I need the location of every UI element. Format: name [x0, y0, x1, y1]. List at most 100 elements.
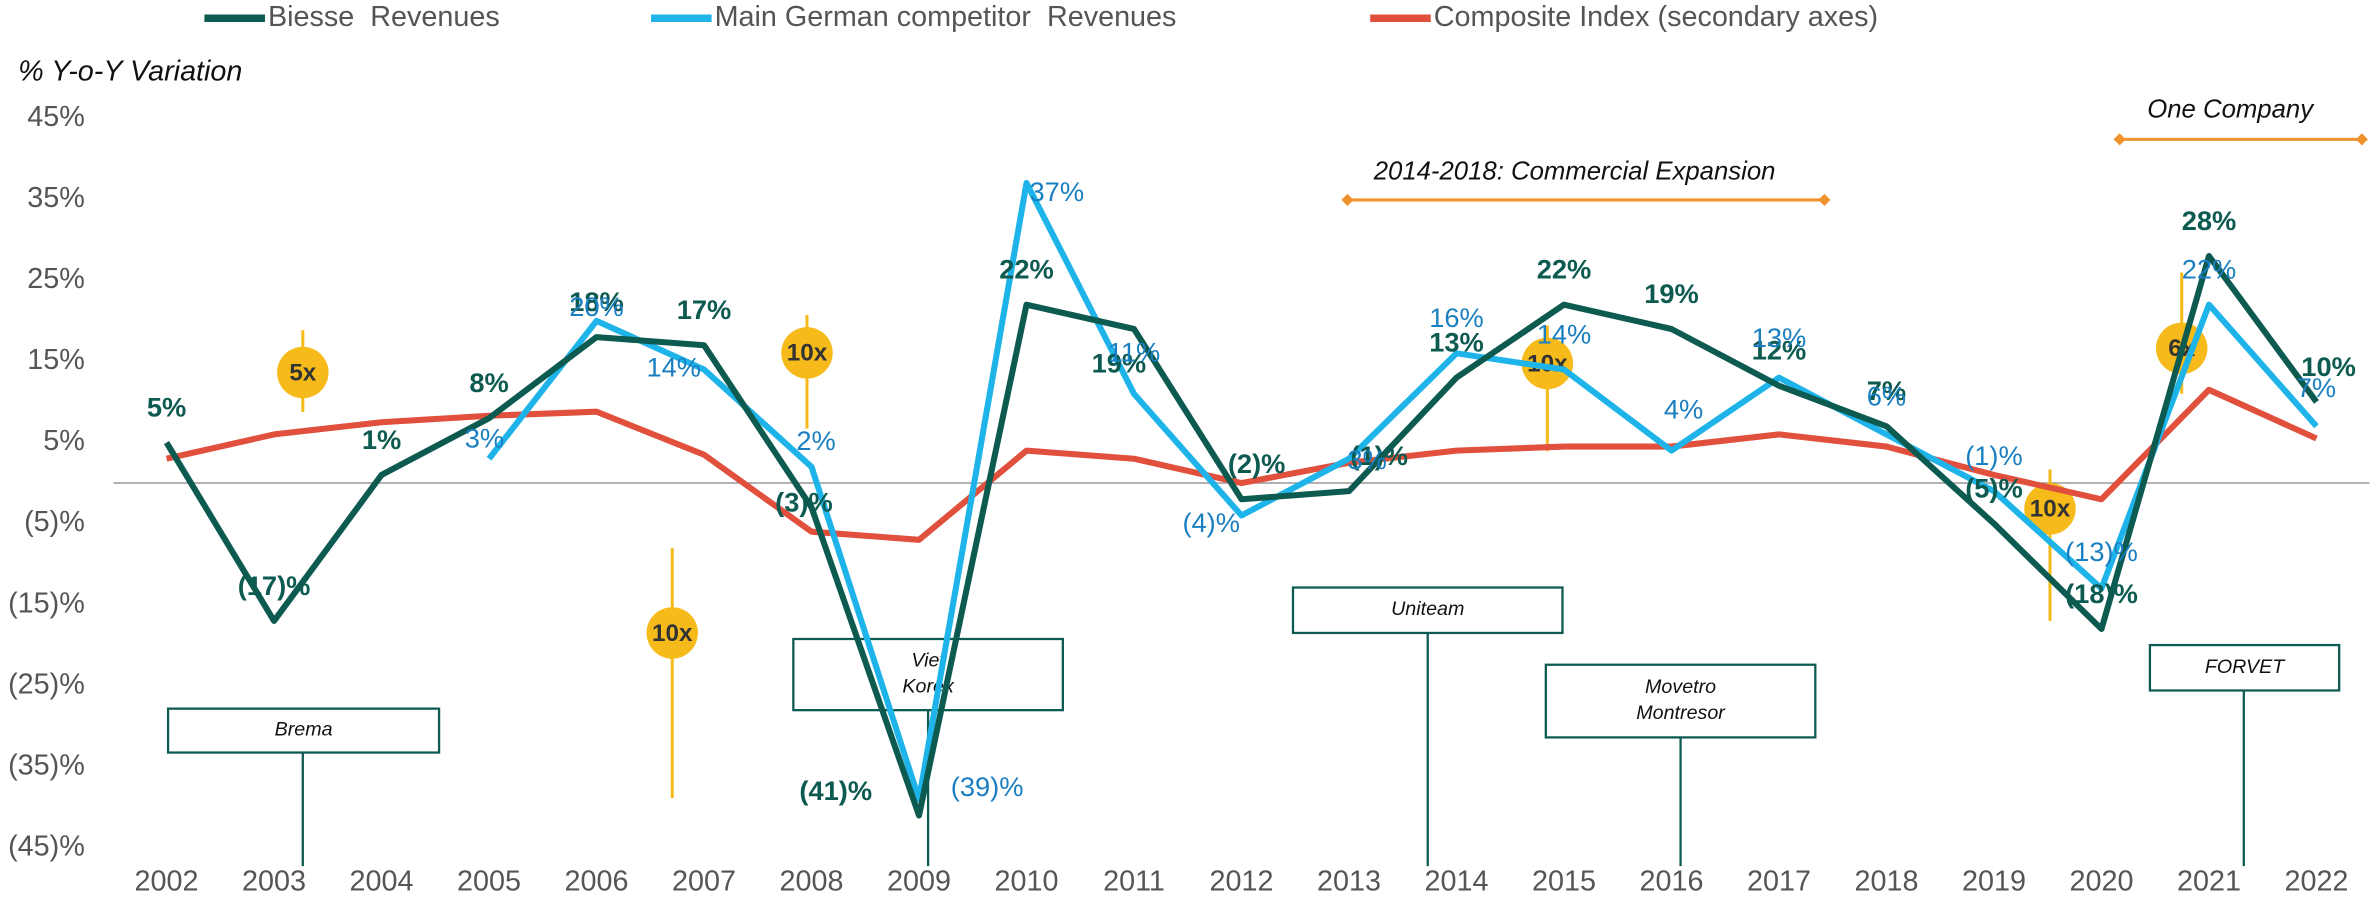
acquisition-label: Movetro Montresor [1636, 676, 1726, 724]
y-tick-label: 15% [27, 344, 85, 376]
y-tick-label: (35)% [8, 749, 85, 781]
data-label: 5% [147, 391, 186, 422]
x-tick-label: 2012 [1210, 865, 1274, 897]
legend-label: Main German competitor Revenues [715, 1, 1177, 33]
x-tick-label: 2017 [1747, 865, 1811, 897]
acquisition-line: Brema [275, 719, 333, 741]
x-tick-label: 2016 [1640, 865, 1704, 897]
data-label: 19% [1092, 348, 1147, 379]
acquisition-line: Uniteam [1391, 598, 1464, 620]
data-label: 22% [1537, 254, 1592, 285]
period-end [1818, 193, 1831, 206]
y-tick-label: (25)% [8, 668, 85, 700]
period-label: One Company [2147, 95, 2315, 123]
data-label: 6% [1867, 380, 1906, 411]
period-end [2113, 133, 2126, 146]
multiple-bubble [646, 607, 698, 659]
data-label: 19% [1644, 278, 1699, 309]
acquisition-box [1291, 586, 1564, 635]
data-label: (3)% [775, 487, 833, 518]
data-label: 13% [1752, 322, 1807, 353]
period-end [2355, 133, 2368, 146]
x-tick-label: 2006 [565, 865, 629, 897]
x-tick-label: 2014 [1425, 865, 1489, 897]
data-label: 37% [1030, 176, 1085, 207]
data-label: (13)% [2065, 536, 2138, 567]
data-label: (17)% [238, 570, 311, 601]
data-label: 14% [1537, 318, 1592, 349]
data-label: 28% [2182, 205, 2237, 236]
data-label: 8% [469, 367, 508, 398]
x-tick-label: 2003 [242, 865, 306, 897]
data-label: 18% [569, 286, 624, 317]
data-label: 14% [646, 352, 701, 383]
x-tick-label: 2020 [2069, 865, 2133, 897]
data-label: 20% [569, 291, 624, 322]
data-label: (39)% [951, 771, 1024, 802]
multiple-bubble [2024, 483, 2076, 535]
data-label: (5)% [1965, 472, 2023, 503]
x-tick-label: 2018 [1854, 865, 1918, 897]
data-label: 10% [2301, 351, 2356, 382]
data-label: (41)% [799, 775, 872, 806]
x-tick-label: 2011 [1103, 865, 1165, 897]
data-label: (18)% [2065, 578, 2138, 609]
acquisition-line: FORVET [2205, 656, 2286, 678]
acquisition-line: Movetro [1645, 676, 1716, 698]
data-label: 2% [796, 425, 835, 456]
data-label: 4% [1664, 393, 1703, 424]
data-label: (1)% [1351, 440, 1409, 471]
x-tick-label: 2008 [780, 865, 844, 897]
data-label: 7% [2297, 372, 2336, 403]
x-tick-label: 2004 [350, 865, 414, 897]
series-line [163, 252, 2319, 819]
x-tick-label: 2002 [135, 865, 199, 897]
data-label: 22% [999, 254, 1054, 285]
y-axis-title: % Y-o-Y Variation [18, 55, 242, 87]
acquisition-label: FORVET [2205, 656, 2286, 678]
y-tick-label: 45% [27, 101, 85, 133]
y-tick-label: (45)% [8, 831, 85, 863]
acquisition-line: Montresor [1636, 702, 1726, 724]
period-label: 2014-2018: Commercial Expansion [1373, 157, 1776, 185]
data-label: 3% [465, 423, 504, 454]
period-end [1341, 193, 1354, 206]
acquisition-label: Brema [275, 719, 333, 741]
multiple-bubble [1521, 337, 1574, 390]
legend-label: Biesse Revenues [268, 1, 500, 33]
data-label: 7% [1867, 375, 1906, 406]
x-tick-label: 2022 [2284, 865, 2348, 897]
x-tick-label: 2005 [457, 865, 521, 897]
data-label: 11% [1108, 337, 1161, 368]
data-label: 13% [1429, 327, 1484, 358]
x-tick-label: 2013 [1317, 865, 1381, 897]
multiple-label: 5x [289, 359, 316, 386]
acquisition-box [2148, 643, 2341, 692]
y-tick-label: 25% [27, 263, 85, 295]
multiple-label: 10x [2030, 496, 2071, 523]
x-tick-label: 2021 [2177, 865, 2241, 897]
x-tick-label: 2010 [995, 865, 1059, 897]
acquisition-box [1544, 663, 1817, 739]
data-label: 17% [677, 294, 732, 325]
data-label: 22% [2182, 254, 2237, 285]
acquisition-box [166, 707, 441, 754]
data-label: (1)% [1965, 440, 2023, 471]
acquisition-line: Viet [911, 650, 946, 672]
x-tick-label: 2009 [887, 865, 951, 897]
data-label: 16% [1429, 302, 1484, 333]
multiple-bubble [277, 346, 329, 399]
series-line [486, 180, 2319, 803]
y-tick-label: (5)% [24, 506, 85, 538]
legend-label: Composite Index (secondary axes) [1434, 1, 1878, 33]
multiple-label: 10x [652, 620, 693, 647]
acquisition-label: Uniteam [1391, 598, 1464, 620]
acquisition-box [792, 637, 1064, 712]
multiple-bubble [781, 327, 833, 379]
data-label: (4)% [1182, 507, 1240, 538]
data-label: 3% [1347, 444, 1386, 475]
acquisition-label: Viet Korex [902, 650, 955, 698]
x-tick-label: 2019 [1962, 865, 2026, 897]
x-tick-label: 2007 [672, 865, 736, 897]
data-label: 1% [362, 424, 401, 455]
